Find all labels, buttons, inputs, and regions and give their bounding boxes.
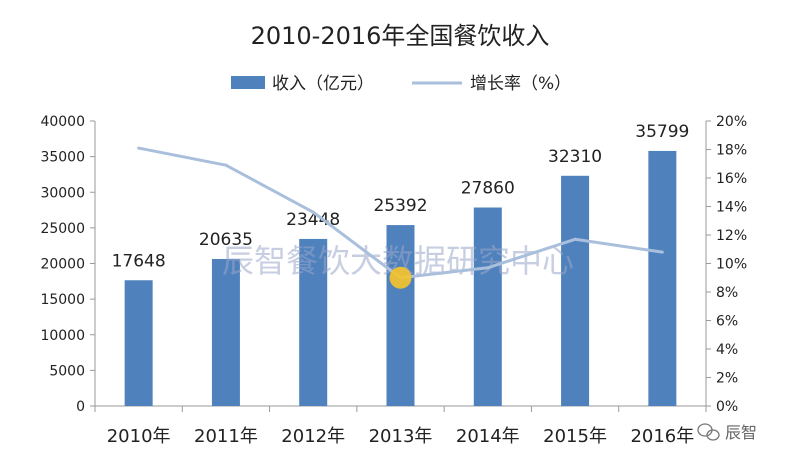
y-tick-right-label: 6% [716, 314, 738, 330]
x-tick-label: 2015年 [543, 426, 607, 447]
x-tick-label: 2012年 [281, 426, 345, 447]
x-tick-label: 2011年 [194, 426, 258, 447]
growth-point [224, 163, 228, 167]
bar [299, 238, 328, 406]
legend-bar-label: 收入（亿元） [272, 74, 374, 94]
y-tick-right-label: 14% [716, 200, 747, 216]
bars [124, 150, 677, 406]
y-tick-right-label: 0% [716, 399, 738, 415]
y-tick-left-label: 30000 [40, 185, 85, 201]
bar-value-label: 20635 [199, 230, 253, 250]
legend-bar-swatch [231, 76, 265, 89]
wechat-icon [697, 423, 720, 441]
x-tick-label: 2010年 [107, 426, 171, 447]
growth-point [660, 250, 664, 254]
y-tick-right-label: 12% [716, 228, 747, 244]
growth-point [486, 266, 490, 270]
x-tick-label: 2013年 [369, 426, 433, 447]
y-axis-left: 0 5000 10000 15000 20000 25000 30000 35000 40000 [40, 114, 96, 415]
y-axis-right: 0% 2% 4% 6% 8% 10% 12% 14% 16% 18% 20% [705, 114, 747, 415]
legend: 收入（亿元） 增长率（%） [231, 74, 571, 94]
y-tick-left-label: 40000 [40, 114, 85, 130]
y-tick-right-label: 20% [716, 114, 747, 130]
y-tick-left-label: 0 [76, 399, 85, 415]
growth-point [573, 237, 577, 241]
y-tick-left-label: 25000 [40, 221, 85, 237]
x-tick-label: 2014年 [456, 426, 520, 447]
bar [124, 280, 153, 406]
data-labels: 17648 20635 23448 25392 27860 32310 35799 [112, 122, 690, 271]
bar-value-label: 25392 [373, 196, 427, 216]
y-tick-right-label: 18% [716, 143, 747, 159]
y-tick-right-label: 4% [716, 342, 738, 358]
y-tick-left-label: 20000 [40, 257, 85, 273]
y-tick-right-label: 16% [716, 171, 747, 187]
highlight-marker [389, 266, 412, 289]
y-tick-right-label: 10% [716, 257, 747, 273]
bar [561, 175, 590, 406]
chart-title: 2010-2016年全国餐饮收入 [251, 22, 550, 50]
logo: 辰智 [697, 423, 757, 442]
growth-point [137, 146, 141, 150]
x-tick-label: 2016年 [630, 426, 694, 447]
bar-value-label: 32310 [548, 147, 602, 167]
line-series [137, 146, 664, 289]
y-tick-right-label: 2% [716, 371, 738, 387]
y-tick-left-label: 35000 [40, 150, 85, 166]
growth-point [311, 210, 315, 214]
bar-value-label: 17648 [112, 251, 166, 271]
bar [211, 258, 240, 406]
bar-value-label: 23448 [286, 210, 340, 230]
logo-text: 辰智 [725, 423, 757, 442]
bar-value-label: 27860 [461, 178, 515, 198]
bar [473, 207, 502, 406]
y-tick-left-label: 10000 [40, 328, 85, 344]
bar-value-label: 35799 [635, 122, 689, 142]
y-tick-left-label: 5000 [49, 363, 85, 379]
bar [648, 150, 677, 406]
y-tick-left-label: 15000 [40, 292, 85, 308]
x-axis: 2010年 2011年 2012年 2013年 2014年 2015年 2016年 [94, 405, 707, 447]
legend-line-label: 增长率（%） [470, 74, 571, 94]
y-tick-right-label: 8% [716, 285, 738, 301]
bar [386, 225, 415, 406]
